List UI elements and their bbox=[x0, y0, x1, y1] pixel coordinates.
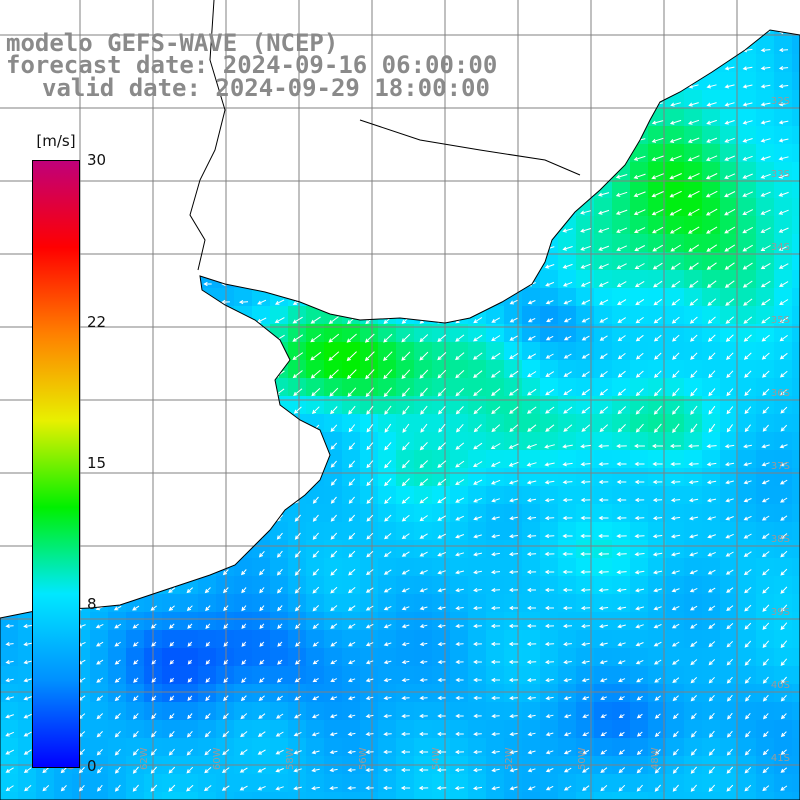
lon-label: 58W bbox=[285, 747, 296, 770]
lat-label: 37S bbox=[771, 461, 790, 472]
colorbar-tick-label: 30 bbox=[87, 151, 107, 169]
land-border bbox=[189, 0, 581, 271]
colorbar-tick-label: 8 bbox=[87, 595, 97, 614]
lon-label: 48W bbox=[650, 747, 661, 770]
lat-label: 32S bbox=[771, 96, 790, 107]
lat-label: 34S bbox=[771, 242, 790, 253]
lat-label: 39S bbox=[771, 607, 790, 618]
lon-label: 56W bbox=[358, 747, 369, 770]
lon-label: 50W bbox=[577, 747, 588, 770]
lat-label: 35S bbox=[771, 315, 790, 326]
colorbar bbox=[32, 160, 80, 768]
lon-label: 54W bbox=[431, 747, 442, 770]
lat-label: 40S bbox=[771, 680, 790, 691]
lon-label: 60W bbox=[212, 747, 223, 770]
valid-date: valid date: 2024-09-29 18:00:00 bbox=[42, 74, 490, 102]
lat-label: 38S bbox=[771, 534, 790, 545]
lon-label: 52W bbox=[504, 747, 515, 770]
colorbar-gradient bbox=[33, 161, 79, 767]
colorbar-unit: [m/s] bbox=[36, 132, 76, 150]
model-title: modelo GEFS-WAVE (NCEP) bbox=[6, 29, 339, 57]
coastline bbox=[0, 29, 800, 800]
colorbar-tick-label: 0 bbox=[87, 757, 97, 775]
forecast-date: forecast date: 2024-09-16 06:00:00 bbox=[6, 51, 498, 79]
colorbar-tick-label: 15 bbox=[87, 454, 107, 472]
lat-label: 33S bbox=[771, 169, 790, 180]
lon-label: 62W bbox=[139, 747, 150, 770]
colorbar-tick-label: 22 bbox=[87, 312, 107, 331]
lat-label: 41S bbox=[771, 753, 790, 764]
lat-label: 36S bbox=[771, 388, 790, 399]
